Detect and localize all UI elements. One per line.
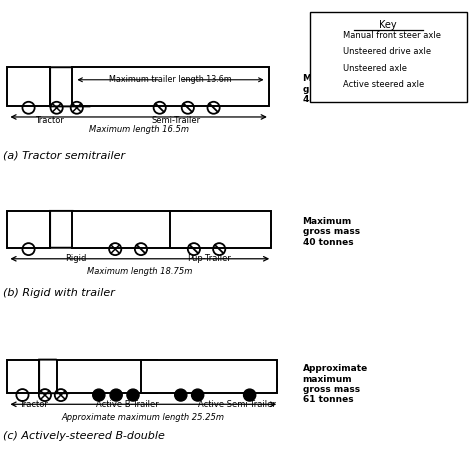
Circle shape (244, 389, 256, 401)
Text: Key: Key (379, 21, 397, 30)
Text: Maximum
gross mass
40 tonnes: Maximum gross mass 40 tonnes (302, 217, 360, 247)
Bar (171, 231, 271, 241)
Bar (57, 378, 157, 387)
Bar (8, 211, 50, 248)
Text: (a) Tractor semitrailer: (a) Tractor semitrailer (3, 150, 125, 160)
Text: Pup-Trailer: Pup-Trailer (187, 254, 231, 263)
Text: Tractor: Tractor (35, 116, 64, 124)
Polygon shape (50, 211, 90, 248)
Bar (72, 67, 269, 106)
Bar (310, 12, 466, 102)
Text: Tractor: Tractor (19, 400, 48, 409)
Text: Manual front steer axle: Manual front steer axle (343, 30, 441, 40)
Bar (57, 360, 157, 393)
Bar (45, 86, 92, 96)
Bar (141, 360, 277, 393)
Circle shape (321, 79, 334, 91)
Text: (b) Rigid with trailer: (b) Rigid with trailer (3, 288, 115, 298)
Text: Active B-Trailer: Active B-Trailer (96, 400, 158, 409)
Bar (35, 376, 71, 385)
Text: Maximum trailer length 13.6m: Maximum trailer length 13.6m (109, 75, 232, 84)
Text: Approximate maximum length 25.25m: Approximate maximum length 25.25m (62, 412, 225, 422)
Polygon shape (50, 67, 90, 106)
Text: Semi-Trailer: Semi-Trailer (152, 116, 201, 124)
Circle shape (127, 389, 139, 401)
Bar (8, 360, 39, 393)
Text: Unsteered drive axle: Unsteered drive axle (343, 47, 431, 56)
Bar (72, 211, 191, 248)
Circle shape (93, 389, 105, 401)
Bar (171, 211, 271, 248)
Bar (141, 378, 277, 387)
Bar (45, 228, 92, 239)
Text: Unsteered axle: Unsteered axle (343, 64, 407, 73)
Text: Maximum
gross mass
44 tonnes: Maximum gross mass 44 tonnes (302, 74, 360, 104)
Text: Maximum length 18.75m: Maximum length 18.75m (87, 267, 192, 275)
Text: Rigid: Rigid (64, 254, 86, 263)
Circle shape (191, 389, 204, 401)
Bar (72, 89, 269, 99)
Text: Maximum length 16.5m: Maximum length 16.5m (89, 125, 189, 134)
Bar (72, 231, 191, 241)
Text: Active Semi-Trailer: Active Semi-Trailer (198, 400, 276, 409)
Text: Approximate
maximum
gross mass
61 tonnes: Approximate maximum gross mass 61 tonnes (302, 364, 368, 404)
Circle shape (175, 389, 187, 401)
Bar (8, 67, 50, 106)
Text: (c) Actively-steered B-double: (c) Actively-steered B-double (3, 431, 164, 441)
Circle shape (110, 389, 122, 401)
Polygon shape (39, 360, 68, 393)
Text: Active steered axle: Active steered axle (343, 80, 425, 89)
